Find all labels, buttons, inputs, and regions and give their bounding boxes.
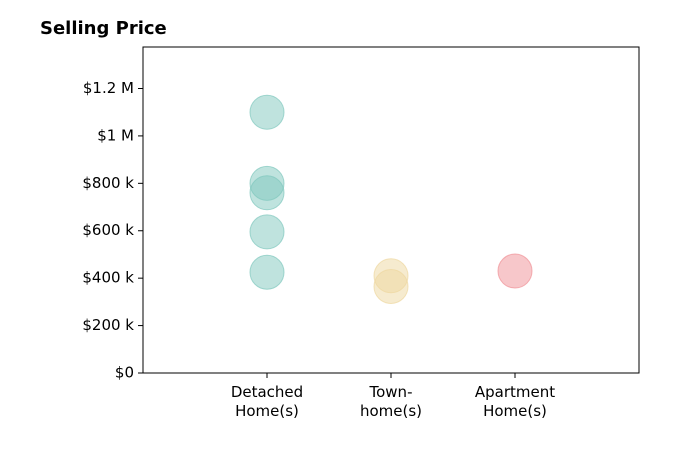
point	[249, 94, 285, 130]
y-tick-label: $400 k	[82, 269, 134, 287]
point	[249, 175, 285, 211]
point	[497, 253, 533, 289]
x-tick-label: Town- home(s)	[359, 383, 423, 420]
chart-title: Selling Price	[40, 18, 167, 39]
y-tick-label: $0	[115, 364, 134, 382]
y-tick-label: $200 k	[82, 316, 134, 334]
point	[249, 254, 285, 290]
y-tick-label: $1.2 M	[83, 79, 134, 97]
x-tick-label: Detached Home(s)	[230, 383, 304, 420]
y-tick-label: $1 M	[97, 126, 134, 144]
point	[249, 214, 285, 250]
x-tick-label: Apartment Home(s)	[474, 383, 556, 420]
point	[373, 268, 409, 304]
plot-frame	[142, 46, 640, 374]
y-tick-label: $600 k	[82, 221, 134, 239]
y-tick-label: $800 k	[82, 174, 134, 192]
